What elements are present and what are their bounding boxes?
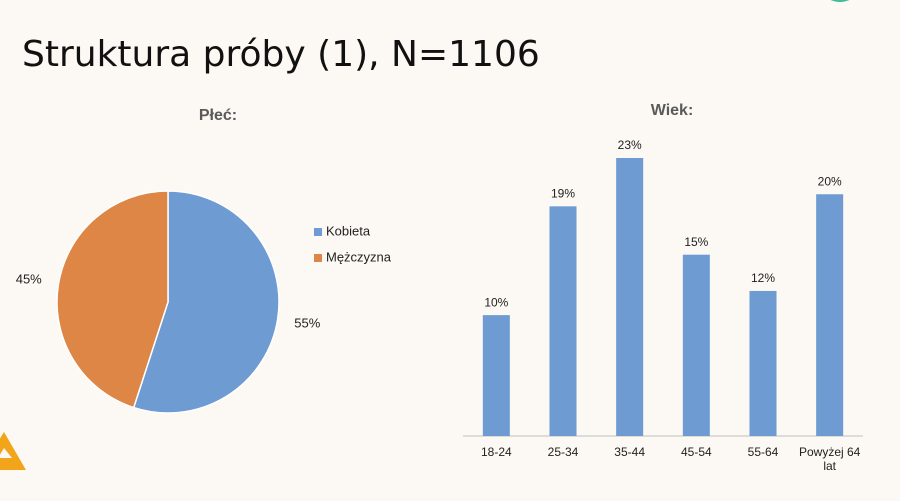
pie-slice [56, 190, 169, 409]
pie-slice [132, 190, 280, 414]
x-tick-label: 18-24 [480, 445, 512, 459]
legend-swatch [314, 254, 322, 262]
data-label: 15% [684, 235, 708, 249]
data-label: 55% [294, 315, 320, 330]
x-tick-label: 55-64 [747, 445, 779, 459]
x-tick-label: 25-34 [547, 445, 579, 459]
decor-circle [830, 0, 850, 2]
legend-label: Mężczyzna [326, 249, 392, 264]
bar [482, 315, 510, 436]
x-tick-label: Powyżej 64 lat [798, 445, 861, 473]
bar [816, 194, 844, 436]
decor-triangle [0, 432, 26, 470]
data-label: 10% [484, 295, 508, 309]
chart-title: Wiek: [651, 102, 694, 119]
data-label: 19% [551, 187, 575, 201]
legend-label: Kobieta [326, 223, 371, 238]
legend-swatch [314, 228, 322, 236]
data-label: 20% [818, 174, 842, 188]
data-label: 45% [16, 271, 42, 286]
page-title: Struktura próby (1), N=1106 [22, 34, 540, 75]
bar [749, 290, 777, 436]
bar [682, 254, 710, 436]
x-tick-label: 35-44 [614, 445, 645, 459]
bar [549, 206, 577, 436]
data-label: 12% [751, 271, 775, 285]
x-tick-label: 45-54 [680, 445, 712, 459]
bar [616, 158, 644, 436]
data-label: 23% [618, 138, 642, 152]
chart-title: Płeć: [199, 107, 237, 124]
